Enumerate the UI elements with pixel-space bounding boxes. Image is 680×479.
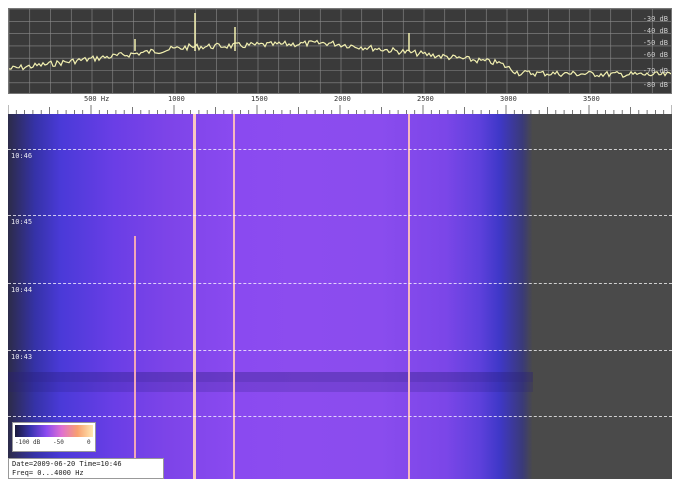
db-label: -40 dB bbox=[642, 27, 668, 35]
scale-label: -100 dB bbox=[15, 439, 41, 446]
db-label: -50 dB bbox=[642, 39, 668, 47]
time-label: 10:44 bbox=[11, 286, 33, 294]
db-label: -30 dB bbox=[642, 15, 668, 23]
signal-trace bbox=[233, 114, 235, 479]
noise-band bbox=[8, 372, 533, 382]
time-label: 10:45 bbox=[11, 218, 33, 226]
db-label: -70 dB bbox=[642, 67, 668, 75]
color-scale-legend: -100 dB -50 0 bbox=[12, 422, 96, 452]
scale-label: 0 bbox=[87, 439, 91, 446]
time-marker-line bbox=[8, 215, 672, 216]
signal-trace bbox=[408, 114, 410, 479]
time-marker-line bbox=[8, 283, 672, 284]
spectrum-plot bbox=[9, 9, 671, 93]
time-marker-line bbox=[8, 350, 672, 351]
noise-band bbox=[8, 382, 533, 392]
signal-trace bbox=[193, 114, 196, 479]
frequency-ruler: 500 Hz 1000 1500 2000 2500 3000 3500 bbox=[8, 94, 672, 114]
spectrum-trace bbox=[9, 39, 671, 78]
db-label: -60 dB bbox=[642, 51, 668, 59]
freq-label: 1000 bbox=[168, 95, 185, 103]
freq-range-text: Freq= 0...4000 Hz bbox=[12, 469, 84, 477]
signal-trace bbox=[134, 236, 136, 479]
time-marker-line bbox=[8, 416, 672, 417]
color-gradient bbox=[15, 425, 93, 437]
time-marker-line bbox=[8, 149, 672, 150]
freq-label: 2500 bbox=[417, 95, 434, 103]
ruler-ticks bbox=[8, 105, 672, 114]
freq-label: 500 Hz bbox=[84, 95, 110, 103]
scale-label: -50 bbox=[53, 439, 64, 446]
waterfall-display[interactable]: 10:46 10:45 10:44 10:43 bbox=[8, 114, 672, 479]
freq-label: 3000 bbox=[500, 95, 517, 103]
freq-label: 2000 bbox=[334, 95, 351, 103]
db-label: -80 dB bbox=[642, 81, 668, 89]
spectrum-panel: -30 dB -40 dB -50 dB -60 dB -70 dB -80 d… bbox=[8, 8, 672, 94]
info-box: Date=2009-06-20 Time=10:46 Freq= 0...400… bbox=[8, 458, 164, 479]
freq-label: 1500 bbox=[251, 95, 268, 103]
date-time-text: Date=2009-06-20 Time=10:46 bbox=[12, 460, 122, 468]
freq-label: 3500 bbox=[583, 95, 600, 103]
time-label: 10:43 bbox=[11, 353, 33, 361]
time-label: 10:46 bbox=[11, 152, 33, 160]
